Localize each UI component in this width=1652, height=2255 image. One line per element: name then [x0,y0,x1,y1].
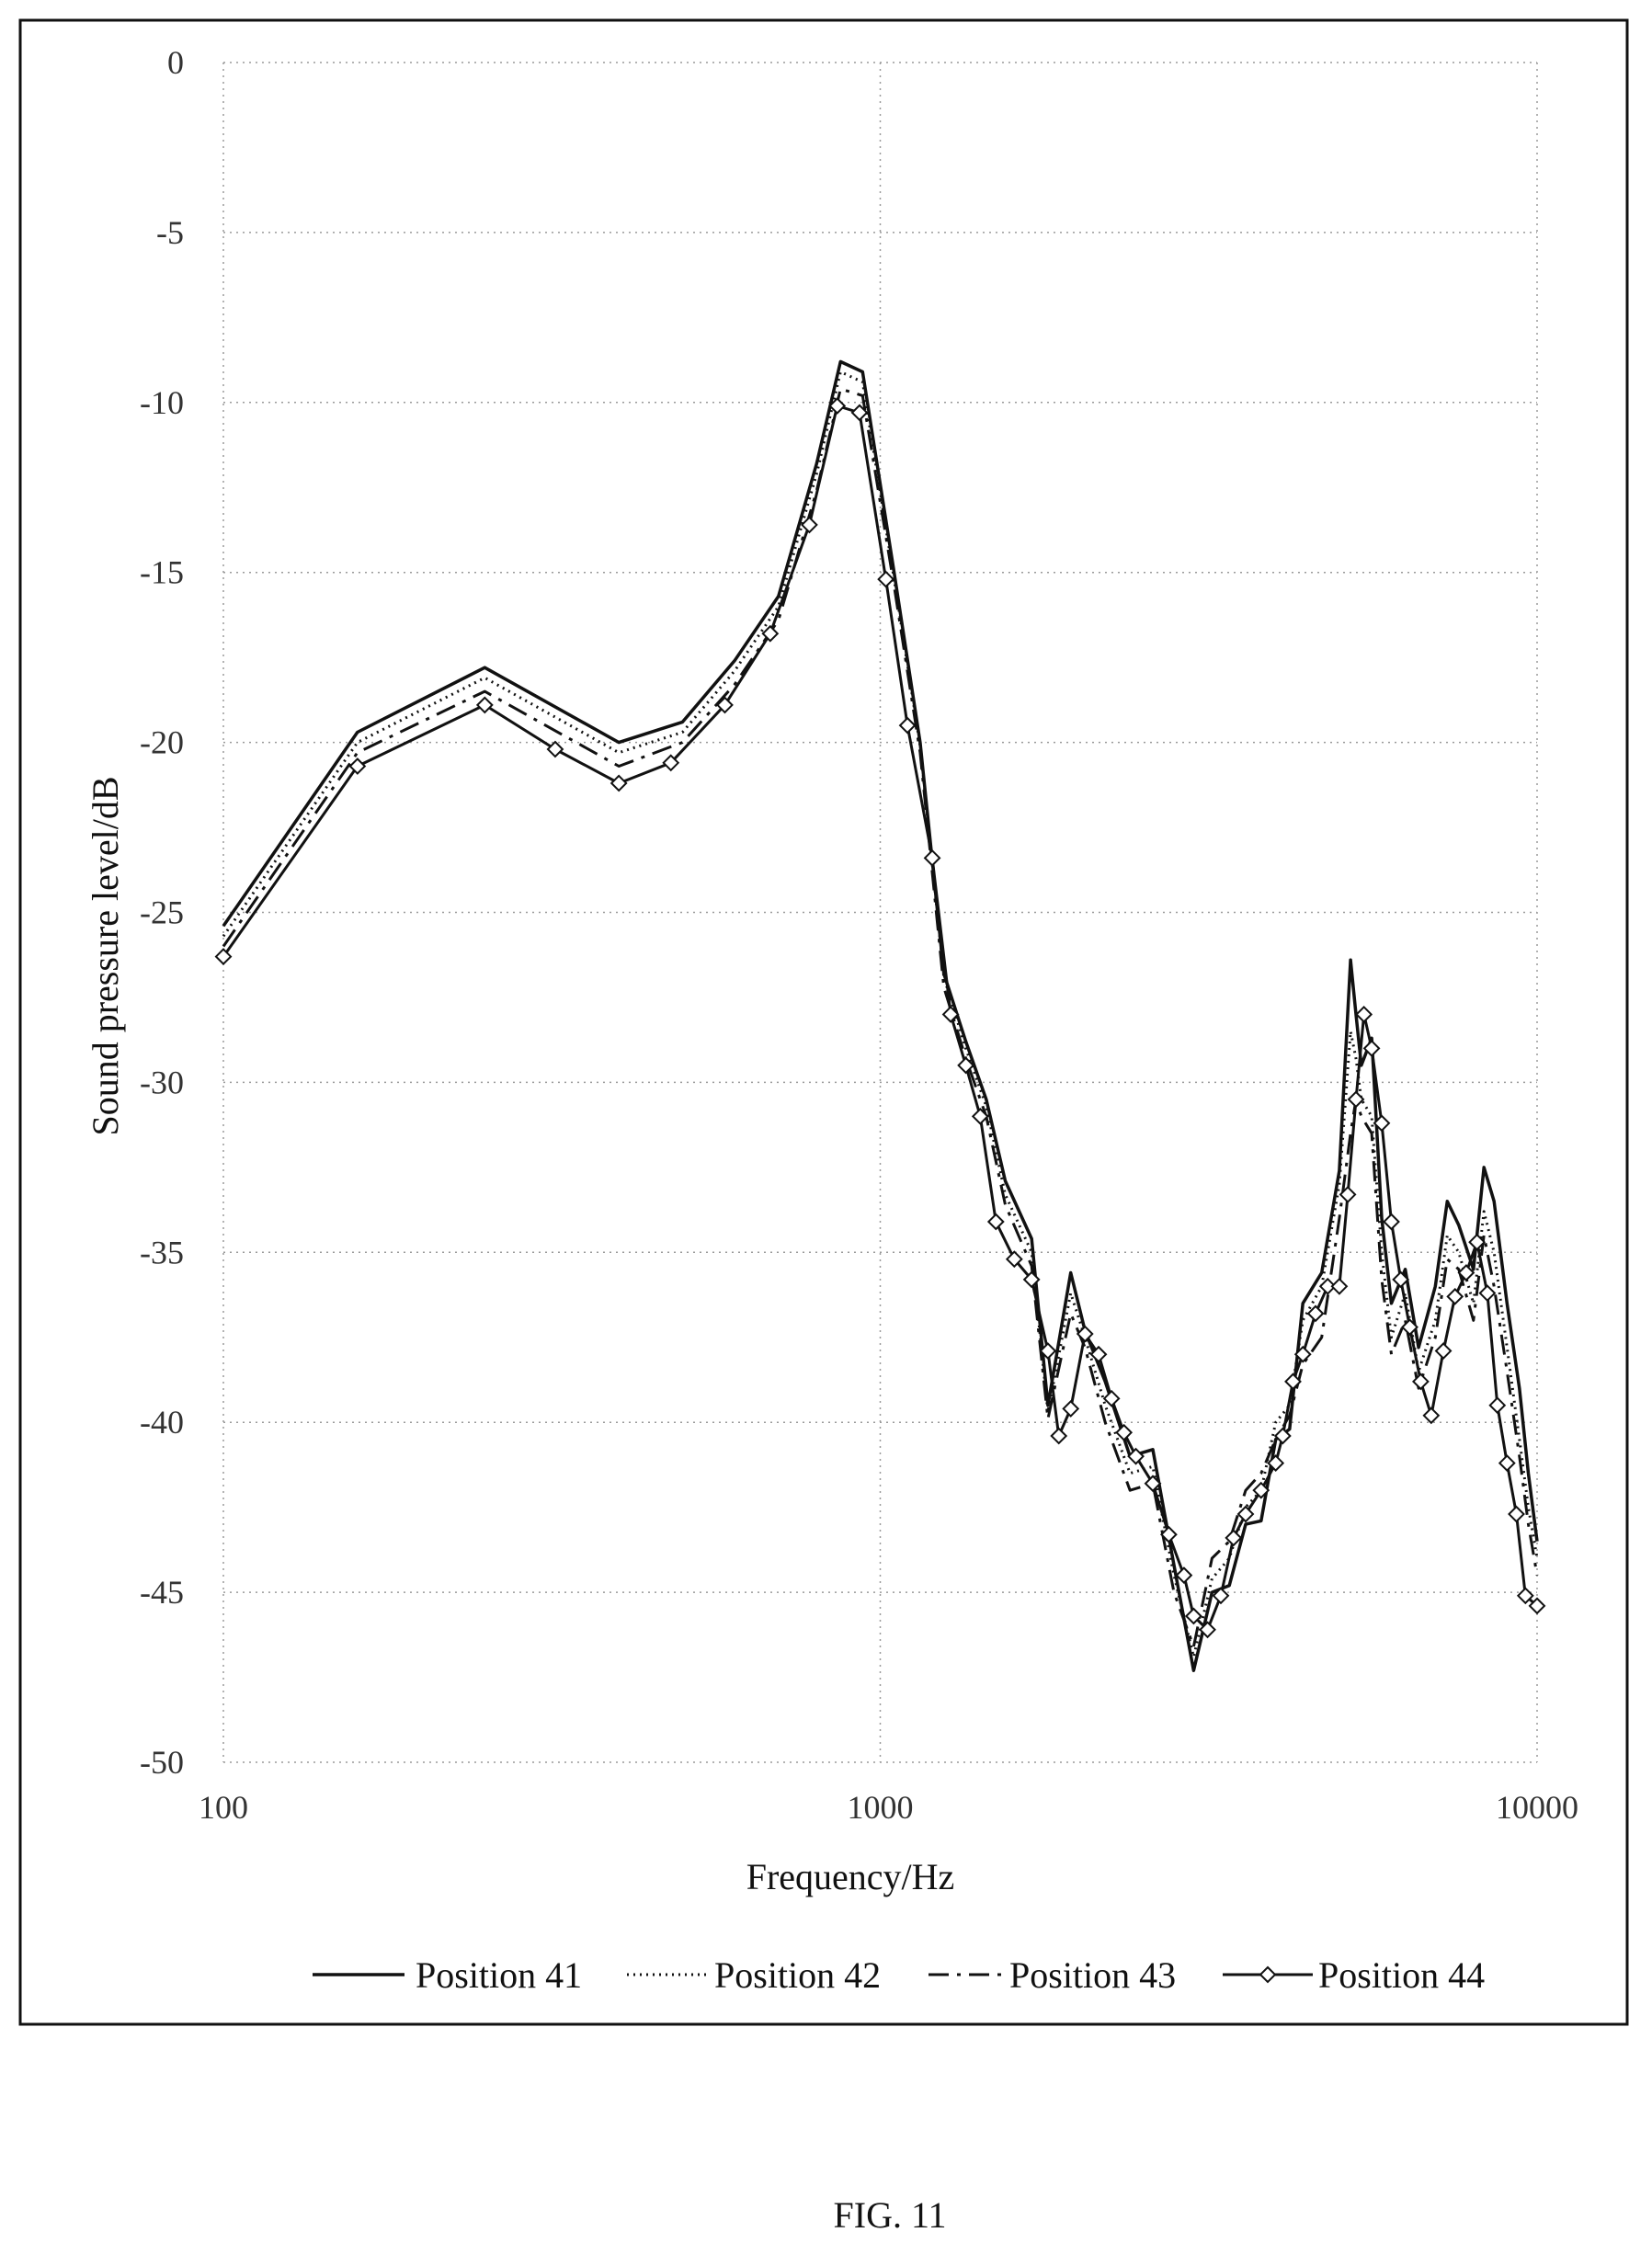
series-marker-4 [546,740,564,758]
series-marker-4 [971,1107,989,1125]
y-tick-label: -25 [140,894,184,931]
series-marker-4 [1062,1399,1080,1418]
series-marker-4 [1383,1213,1400,1231]
series-marker-4 [214,948,233,965]
series-marker-4 [1468,1233,1487,1251]
series-marker-4 [1236,1505,1255,1523]
series-marker-4 [1175,1566,1193,1585]
series-marker-4 [1457,1264,1475,1281]
series-marker-4 [1306,1304,1325,1323]
series-marker-4 [1267,1454,1285,1472]
series-marker-4 [1422,1407,1441,1425]
series-marker-4 [1528,1597,1546,1615]
series-marker-4 [898,716,917,735]
series-marker-4 [610,774,628,792]
series-marker-4 [1039,1342,1057,1360]
series-marker-4 [1488,1396,1507,1415]
series-marker-4 [1115,1423,1134,1441]
series-marker-4 [1434,1342,1453,1360]
series-marker-4 [1184,1607,1202,1625]
y-axis-tick-labels: 0 -5 -10 -15 -20 -25 -30 -35 -40 -45 -50 [140,44,184,1781]
series-marker-4 [1284,1372,1302,1391]
series-marker-4 [1050,1427,1068,1445]
series-marker-4 [1401,1318,1418,1337]
plot-area [223,62,1537,1763]
series-marker-4 [1478,1284,1497,1303]
series-marker-4 [1273,1427,1292,1445]
series-marker-4 [1199,1621,1216,1639]
series-group [214,359,1546,1672]
legend-label-3: Position 43 [1009,1954,1176,1996]
series-marker-4 [923,848,941,867]
x-tick-label: 100 [199,1789,248,1826]
series-marker-4 [716,696,734,714]
x-tick-label: 1000 [848,1789,914,1826]
series-marker-4 [1212,1587,1230,1605]
series-marker-4 [1293,1345,1312,1363]
series-marker-4 [1339,1186,1357,1203]
series-marker-4 [1411,1372,1430,1391]
series-marker-4 [1005,1250,1023,1269]
legend: Position 41 Position 42 Position 43 Positio… [313,1954,1485,1996]
x-axis-title: Frequency/Hz [746,1856,955,1897]
series-marker-4 [1252,1481,1270,1499]
y-tick-label: -20 [140,724,184,761]
gridlines [222,63,1538,1762]
y-tick-label: -10 [140,384,184,421]
legend-marker-4 [1259,1965,1277,1984]
legend-label-4: Position 44 [1318,1954,1485,1996]
series-marker-4 [1318,1277,1337,1295]
series-marker-4 [957,1056,975,1075]
legend-label-2: Position 42 [714,1954,881,1996]
y-tick-label: -45 [140,1574,184,1611]
series-marker-4 [1508,1505,1525,1523]
series-marker-4 [662,754,680,772]
series-marker-4 [1516,1587,1534,1605]
series-marker-4 [475,696,494,714]
series-marker-4 [877,570,895,588]
y-axis-title: Sound pressure level/dB [85,776,126,1135]
series-marker-4 [1498,1454,1516,1472]
y-tick-label: -40 [140,1404,184,1441]
series-marker-4 [986,1213,1005,1231]
series-marker-4 [1330,1277,1349,1295]
x-tick-label: 10000 [1496,1789,1578,1826]
series-line-4 [222,404,1538,1632]
chart-frame [18,18,1629,2026]
x-axis-tick-labels: 100 1000 10000 [199,1789,1578,1826]
series-marker-4 [828,397,847,415]
legend-label-1: Position 41 [416,1954,582,1996]
series-marker-4 [800,516,818,534]
series-marker-4 [1347,1090,1365,1109]
series-marker-4 [1089,1345,1108,1363]
series-marker-4 [1144,1475,1162,1493]
series-marker-4 [1362,1040,1381,1057]
y-tick-label: -30 [140,1064,184,1100]
y-tick-label: -50 [140,1744,184,1781]
y-tick-label: -35 [140,1234,184,1270]
series-marker-4 [1446,1287,1464,1305]
y-tick-label: 0 [167,44,184,81]
series-marker-4 [348,757,367,775]
series-marker-4 [1076,1325,1094,1343]
series-line-3 [222,387,1539,1648]
series-marker-4 [941,1006,960,1023]
series-line-2 [222,370,1539,1658]
y-tick-label: -15 [140,554,184,591]
series-marker-4 [1159,1525,1178,1543]
series-marker-4 [1392,1270,1410,1289]
series-marker-4 [1102,1389,1121,1407]
series-marker-4 [1022,1270,1041,1289]
series-marker-4 [1127,1447,1145,1465]
figure-caption: FIG. 11 [834,2194,947,2236]
y-tick-label: -5 [156,214,184,251]
series-marker-4 [761,624,780,643]
series-marker-4 [850,404,869,422]
series-marker-4 [1355,1006,1373,1023]
series-marker-4 [1225,1529,1243,1547]
series-marker-4 [1373,1114,1391,1133]
